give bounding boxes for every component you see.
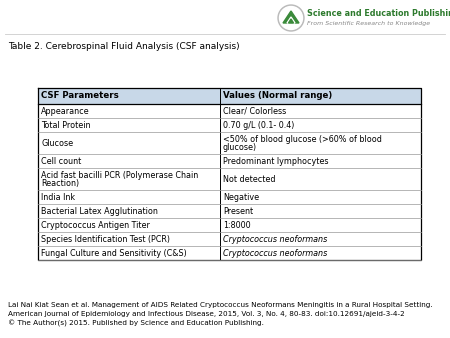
Text: CSF Parameters: CSF Parameters (41, 92, 119, 100)
Text: Total Protein: Total Protein (41, 121, 91, 129)
Text: India Ink: India Ink (41, 193, 76, 201)
Text: © The Author(s) 2015. Published by Science and Education Publishing.: © The Author(s) 2015. Published by Scien… (8, 320, 264, 327)
Bar (38, 118, 421, 132)
Text: glucose): glucose) (223, 143, 257, 152)
Text: Appearance: Appearance (41, 106, 90, 116)
Text: Acid fast bacilli PCR (Polymerase Chain: Acid fast bacilli PCR (Polymerase Chain (41, 171, 198, 180)
Text: Reaction): Reaction) (41, 179, 79, 188)
Polygon shape (283, 11, 299, 23)
Text: Not detected: Not detected (223, 174, 275, 184)
Bar (38, 132, 421, 154)
Text: Cryptococcus Antigen Titer: Cryptococcus Antigen Titer (41, 220, 150, 230)
Text: <50% of blood glucose (>60% of blood: <50% of blood glucose (>60% of blood (223, 135, 382, 144)
Text: Species Identification Test (PCR): Species Identification Test (PCR) (41, 235, 170, 243)
Text: Present: Present (223, 207, 253, 216)
Bar (38, 88, 421, 104)
Text: Table 2. Cerebrospinal Fluid Analysis (CSF analysis): Table 2. Cerebrospinal Fluid Analysis (C… (8, 42, 239, 51)
Text: From Scientific Research to Knowledge: From Scientific Research to Knowledge (307, 21, 430, 25)
Bar (38, 168, 421, 190)
Bar (38, 190, 421, 204)
Text: Lai Nai Kiat Sean et al. Management of AIDS Related Cryptococcus Neoformans Meni: Lai Nai Kiat Sean et al. Management of A… (8, 302, 432, 308)
Circle shape (278, 5, 304, 31)
Text: Values (Normal range): Values (Normal range) (223, 92, 332, 100)
Bar (38, 104, 421, 118)
Bar (38, 154, 421, 168)
Bar (38, 232, 421, 246)
Text: American Journal of Epidemiology and Infectious Disease, 2015, Vol. 3, No. 4, 80: American Journal of Epidemiology and Inf… (8, 311, 405, 317)
Circle shape (279, 6, 302, 29)
Text: Predominant lymphocytes: Predominant lymphocytes (223, 156, 328, 166)
Polygon shape (287, 17, 295, 23)
Bar (38, 218, 421, 232)
Text: Negative: Negative (223, 193, 259, 201)
Polygon shape (288, 19, 293, 23)
Text: Clear/ Colorless: Clear/ Colorless (223, 106, 286, 116)
Text: Cryptococcus neoformans: Cryptococcus neoformans (223, 248, 327, 258)
Text: Science and Education Publishing: Science and Education Publishing (307, 9, 450, 19)
Text: Cryptococcus neoformans: Cryptococcus neoformans (223, 235, 327, 243)
Text: Cell count: Cell count (41, 156, 81, 166)
Text: Bacterial Latex Agglutination: Bacterial Latex Agglutination (41, 207, 158, 216)
Bar (38, 246, 421, 260)
Text: Glucose: Glucose (41, 139, 73, 147)
Bar (38, 204, 421, 218)
Text: 0.70 g/L (0.1- 0.4): 0.70 g/L (0.1- 0.4) (223, 121, 294, 129)
Text: 1:8000: 1:8000 (223, 220, 251, 230)
Text: Fungal Culture and Sensitivity (C&S): Fungal Culture and Sensitivity (C&S) (41, 248, 187, 258)
